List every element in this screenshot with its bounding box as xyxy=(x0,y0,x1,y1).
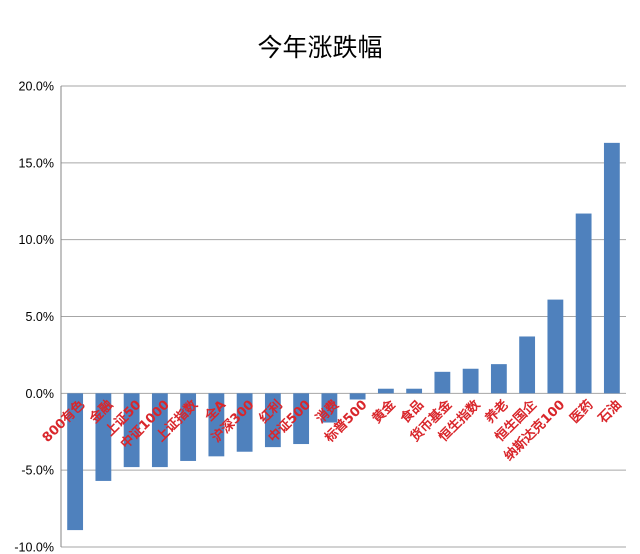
x-tick-label: 医药 xyxy=(567,397,597,427)
bar xyxy=(377,388,394,394)
bar xyxy=(180,393,197,461)
bar xyxy=(519,336,536,394)
bar xyxy=(575,213,592,394)
y-tick-label: 15.0% xyxy=(19,156,54,170)
bar xyxy=(547,299,564,394)
bar xyxy=(293,393,310,445)
y-tick-label: 5.0% xyxy=(26,310,55,324)
chart-title: 今年涨跌幅 xyxy=(257,33,383,62)
bar xyxy=(151,393,168,468)
bar xyxy=(462,368,479,394)
bar xyxy=(264,393,281,448)
bar xyxy=(123,393,140,468)
bar xyxy=(603,142,620,394)
y-tick-label: -10.0% xyxy=(14,541,54,554)
bar xyxy=(67,393,84,531)
bar xyxy=(208,393,225,457)
x-tick-label: 黄金 xyxy=(369,396,399,426)
y-tick-label: 20.0% xyxy=(19,80,54,94)
bar xyxy=(406,388,423,394)
y-tick-label: 0.0% xyxy=(26,387,55,401)
bar xyxy=(490,364,507,394)
bar xyxy=(434,371,451,394)
y-tick-label: -5.0% xyxy=(21,464,54,478)
bar xyxy=(321,393,338,423)
bar xyxy=(236,393,253,452)
x-tick-label: 石油 xyxy=(594,397,624,427)
y-tick-label: 10.0% xyxy=(19,233,54,247)
bar xyxy=(349,393,366,400)
bar xyxy=(95,393,112,481)
